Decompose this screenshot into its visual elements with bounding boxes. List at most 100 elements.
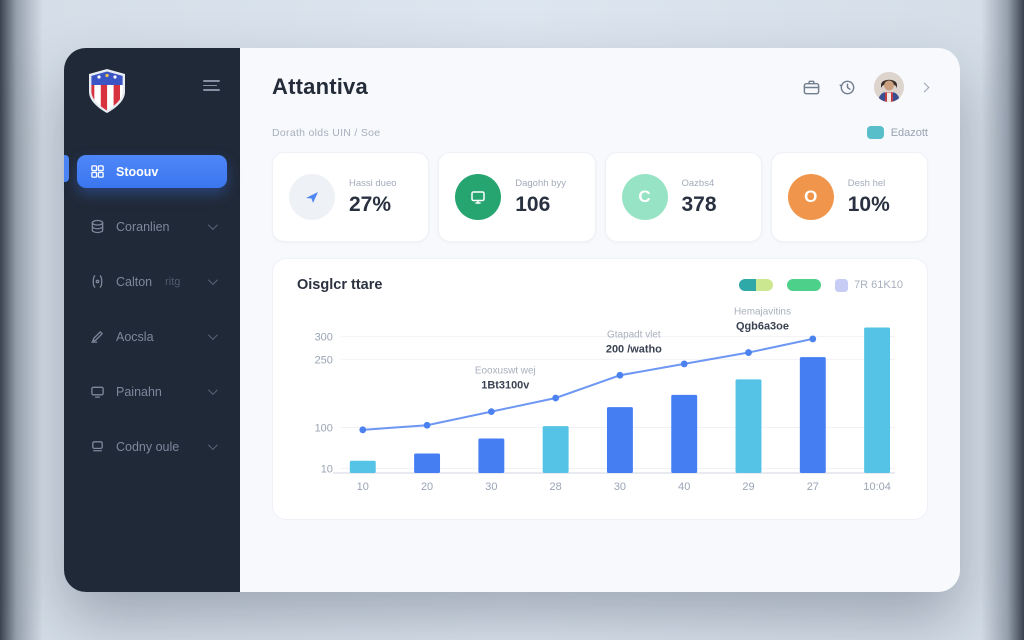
hamburger-menu-icon[interactable] <box>203 80 220 91</box>
chevron-down-icon <box>207 385 218 396</box>
breadcrumb: Dorath olds UIN / Soe <box>272 126 381 139</box>
bar[interactable] <box>864 327 891 473</box>
annotation-value: Qgb6a3oe <box>736 321 789 333</box>
chart-legend: 7R 61K10 <box>739 278 903 292</box>
stat-value: 10% <box>847 192 890 216</box>
data-point[interactable] <box>616 371 624 379</box>
x-tick-label: 29 <box>742 481 754 493</box>
page-header: Attantiva <box>272 72 930 102</box>
badge-label: Edazott <box>890 126 928 139</box>
stat-card[interactable]: Hassi dueo 27% <box>272 152 430 242</box>
brackets-icon <box>89 274 105 290</box>
bar[interactable] <box>542 426 569 473</box>
sidebar-item-codny-oule[interactable]: Codny oule <box>77 430 227 463</box>
monitor-icon <box>455 174 502 220</box>
legend-swatch-icon <box>787 279 822 291</box>
chevron-down-icon <box>207 275 218 286</box>
avatar[interactable] <box>874 72 904 102</box>
y-tick-label: 10 <box>321 463 333 475</box>
page-title: Attantiva <box>272 74 368 99</box>
bar[interactable] <box>606 407 633 473</box>
bar[interactable] <box>478 438 505 473</box>
chart-card: Oisglcr ttare 7R 61K10 10 100 250 300 10 20 30… <box>272 258 928 520</box>
stat-label: Dagohh byy <box>515 177 566 189</box>
x-tick-label: 40 <box>678 481 690 493</box>
data-point[interactable] <box>680 360 688 368</box>
trend-line <box>362 337 814 431</box>
bar[interactable] <box>735 379 762 473</box>
x-tick-label: 30 <box>485 481 497 493</box>
x-tick-label: 27 <box>807 481 819 493</box>
annotation-value: 200 /watho <box>606 343 662 355</box>
sidebar-item-label: Codny oule <box>116 439 180 454</box>
stat-card[interactable]: Dagohh byy 106 <box>438 152 596 242</box>
legend-label: 7R 61K10 <box>854 279 903 291</box>
bar-line-chart: 10 100 250 300 10 20 30 28 30 40 29 27 10:04 Eooxuswt… <box>315 307 896 493</box>
bar[interactable] <box>349 460 376 473</box>
pencil-icon <box>89 329 105 345</box>
grid-icon <box>89 164 105 180</box>
chevron-down-icon <box>207 220 218 231</box>
sub-header: Dorath olds UIN / Soe Edazott <box>272 126 928 139</box>
stat-cards-row: Hassi dueo 27% Dagohh byy 106 C Oazbs4 3… <box>272 152 928 242</box>
letter-o-icon: O <box>787 174 834 220</box>
stat-value: 27% <box>349 192 392 216</box>
data-point[interactable] <box>552 394 560 402</box>
stat-label: Desh hel <box>847 177 886 189</box>
y-tick-label: 250 <box>315 354 333 366</box>
x-tick-label: 20 <box>421 481 433 493</box>
sidebar-item-coranlien[interactable]: Coranlien <box>77 210 227 243</box>
sidebar-item-painahn[interactable]: Painahn <box>77 375 227 408</box>
sidebar-item-aocsla[interactable]: Aocsla <box>77 320 227 353</box>
data-point[interactable] <box>423 421 431 429</box>
monitor-icon <box>89 384 105 400</box>
legend-swatch-icon <box>835 278 849 292</box>
annotation-label: Hemajavitins <box>734 307 791 318</box>
stat-label: Hassi dueo <box>349 177 397 189</box>
main-content: Attantiva <box>240 48 960 592</box>
history-icon[interactable] <box>838 78 857 97</box>
stat-card[interactable]: C Oazbs4 378 <box>604 152 762 242</box>
x-tick-label: 28 <box>550 481 562 493</box>
legend-item[interactable] <box>739 279 774 291</box>
sidebar-item-stoouv[interactable]: Stoouv <box>77 155 227 188</box>
x-tick-label: 10 <box>357 481 369 493</box>
data-point[interactable] <box>745 349 752 356</box>
y-tick-label: 100 <box>315 423 333 435</box>
annotation-label: Eooxuswt wej <box>475 366 536 377</box>
sidebar-item-calton[interactable]: Calton ritg <box>77 265 227 298</box>
club-crest-logo <box>88 68 126 119</box>
sidebar-item-label: Stoouv <box>116 164 159 179</box>
badge-swatch-icon <box>866 126 884 139</box>
app-window: Stoouv Coranlien Calton ritg <box>64 48 960 592</box>
layers-icon <box>89 439 105 455</box>
legend-item[interactable]: 7R 61K10 <box>835 278 903 292</box>
active-nav-indicator <box>64 155 69 182</box>
y-tick-label: 300 <box>315 332 333 344</box>
annotation-label: Gtapadt vlet <box>607 329 661 340</box>
sidebar-item-label: Aocsla <box>116 329 154 344</box>
bar[interactable] <box>671 394 698 473</box>
chevron-down-icon <box>207 440 218 451</box>
data-point[interactable] <box>809 335 817 343</box>
data-point[interactable] <box>359 426 367 434</box>
stat-value: 106 <box>515 192 551 216</box>
database-icon <box>89 219 105 235</box>
chevron-down-icon <box>207 330 218 341</box>
stat-label: Oazbs4 <box>681 177 715 189</box>
chevron-right-icon[interactable] <box>919 82 930 92</box>
sidebar-item-suffix: ritg <box>165 275 181 288</box>
legend-item[interactable] <box>787 279 822 291</box>
sidebar: Stoouv Coranlien Calton ritg <box>64 48 240 592</box>
sidebar-item-label: Calton <box>116 274 153 289</box>
x-tick-label: 30 <box>614 481 626 493</box>
chart-title: Oisglcr ttare <box>297 277 383 293</box>
status-badge[interactable]: Edazott <box>866 126 928 139</box>
bar[interactable] <box>799 357 826 473</box>
stat-card[interactable]: O Desh hel 10% <box>770 152 928 242</box>
data-point[interactable] <box>487 408 495 416</box>
bar[interactable] <box>414 453 441 473</box>
briefcase-icon[interactable] <box>802 78 821 97</box>
letter-c-icon: C <box>621 174 668 220</box>
legend-swatch-icon <box>739 279 774 291</box>
